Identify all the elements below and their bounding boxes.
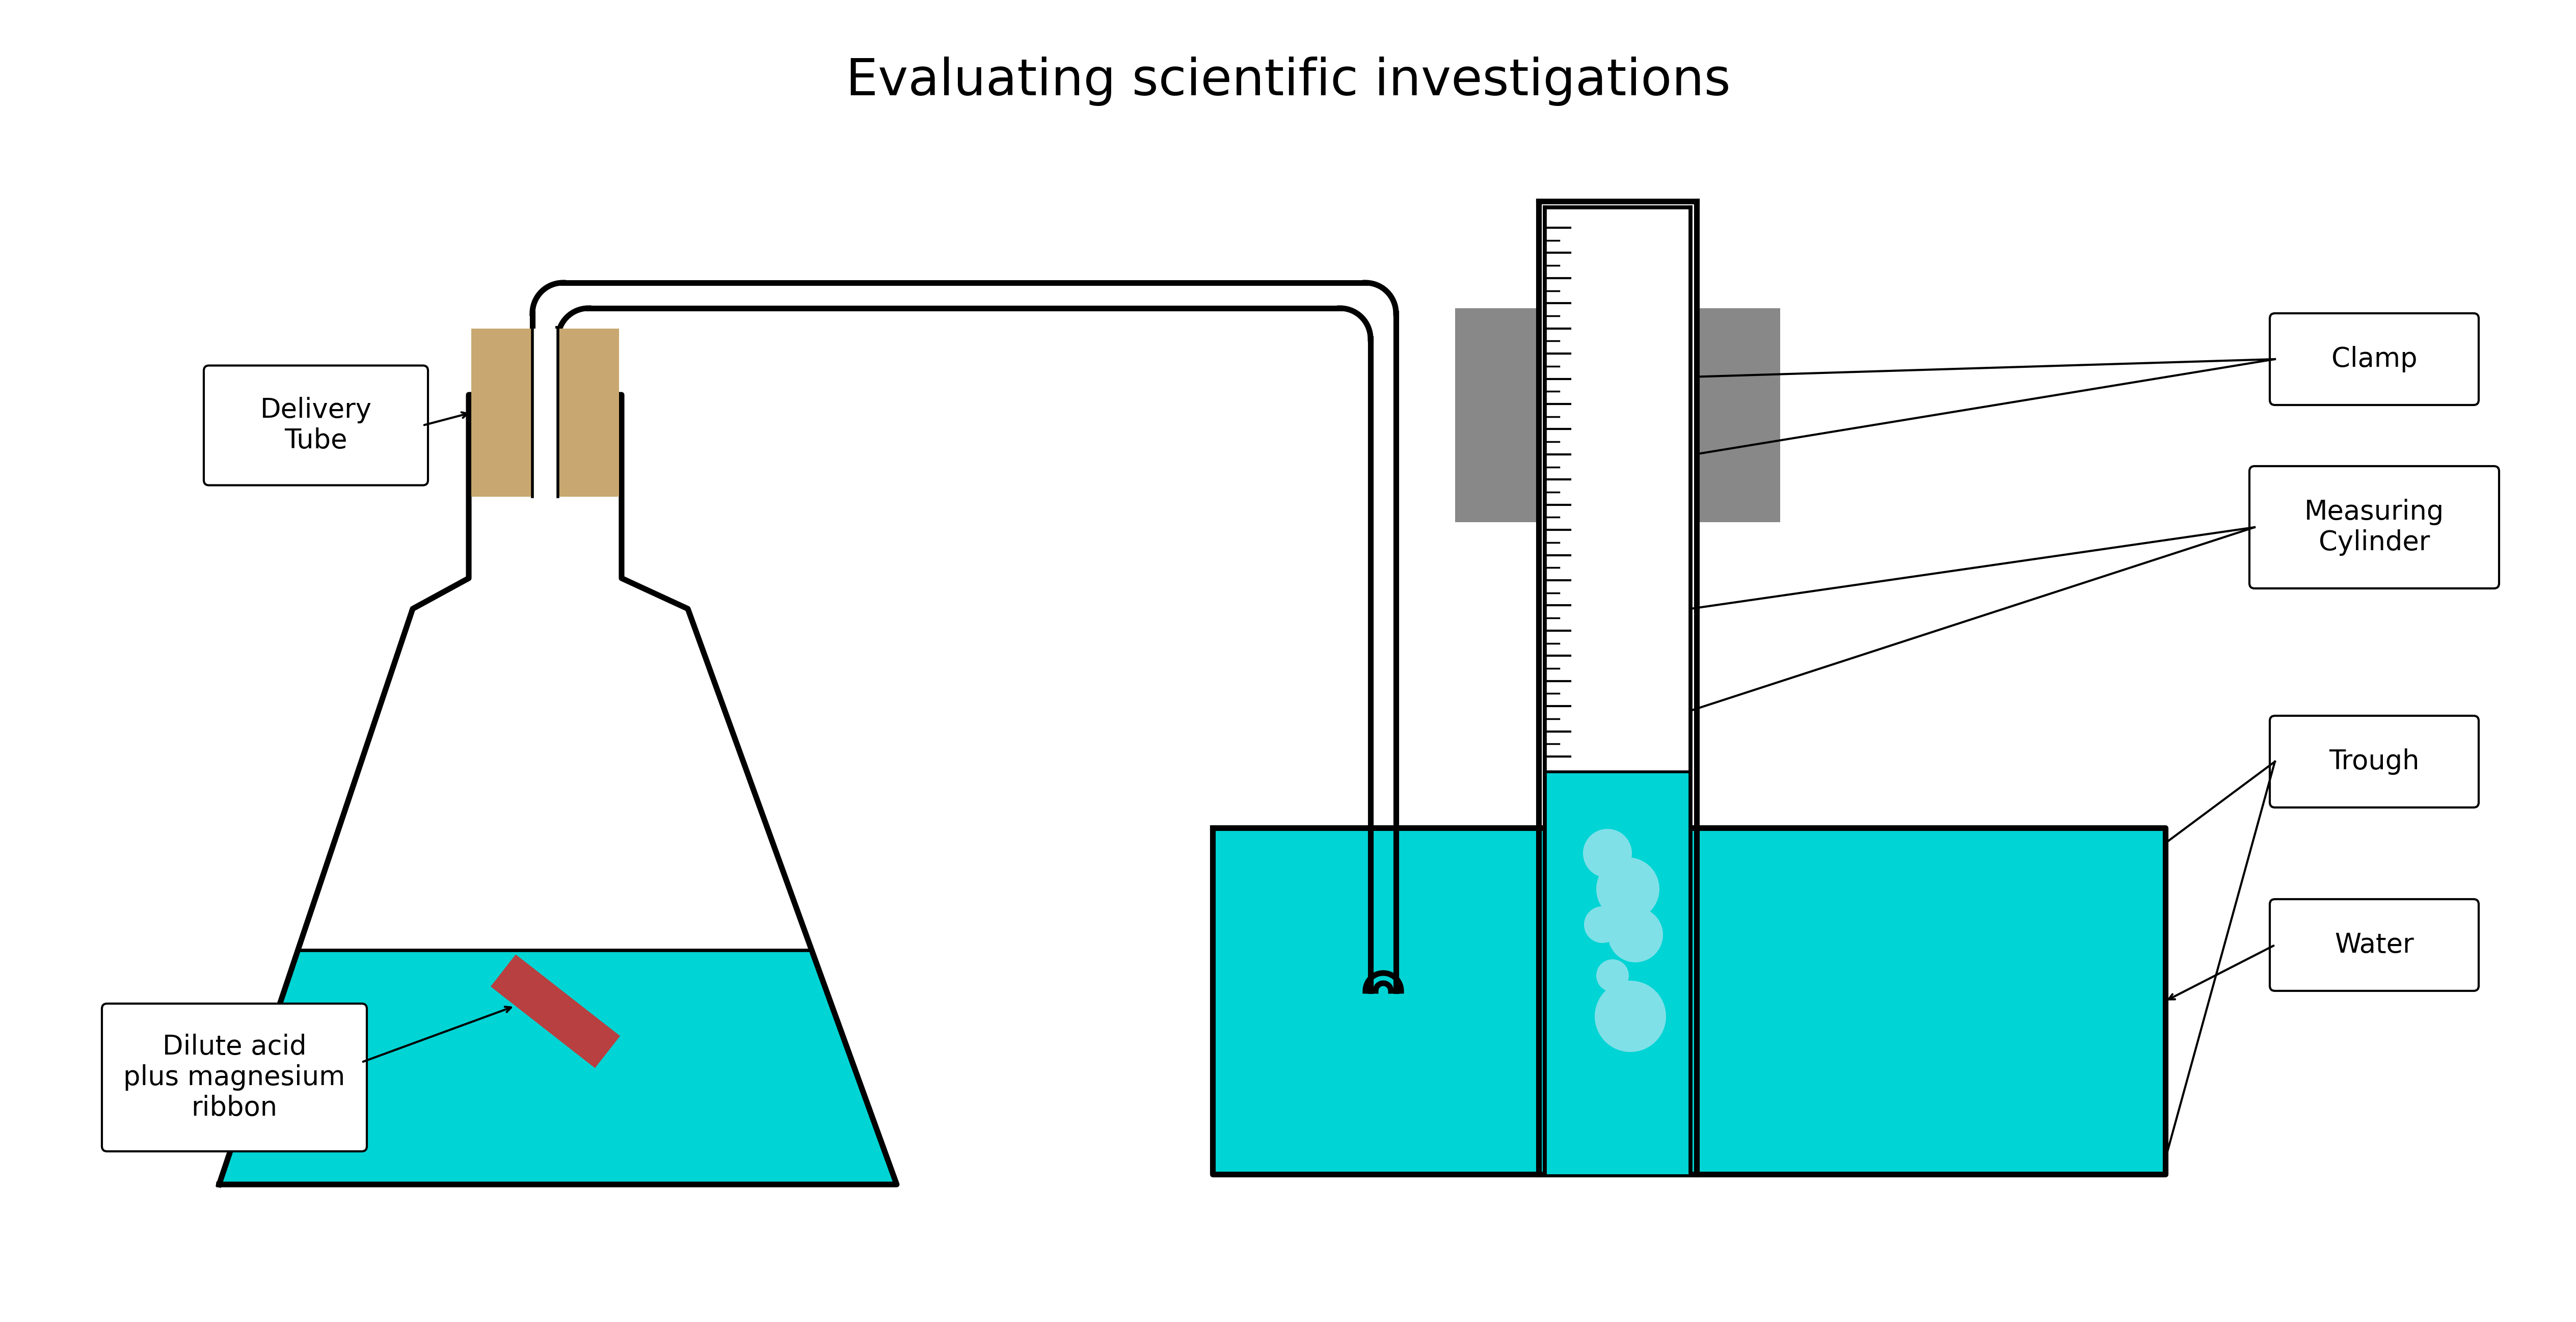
FancyBboxPatch shape [204,365,428,485]
Text: Trough: Trough [2329,748,2419,775]
FancyBboxPatch shape [2269,313,2478,405]
Polygon shape [219,951,896,1185]
Bar [489,954,621,1068]
Circle shape [1584,829,1633,878]
Circle shape [1597,858,1659,920]
Bar [1546,772,1690,1174]
FancyBboxPatch shape [103,1003,366,1151]
Circle shape [1584,907,1620,943]
Text: Water: Water [2334,932,2414,958]
FancyBboxPatch shape [2269,899,2478,992]
Text: Dilute acid
plus magnesium
ribbon: Dilute acid plus magnesium ribbon [124,1034,345,1121]
FancyBboxPatch shape [2249,467,2499,588]
Circle shape [1607,907,1664,962]
Text: Clamp: Clamp [2331,346,2416,373]
Bar [533,329,559,497]
Bar [471,329,618,497]
Text: Measuring
Cylinder: Measuring Cylinder [2306,498,2445,555]
Bar [1455,308,1538,522]
Bar [1698,308,1780,522]
Text: Evaluating scientific investigations: Evaluating scientific investigations [845,57,1731,106]
Bar [1546,208,1690,772]
Circle shape [1595,981,1667,1052]
Bar [1213,828,2166,1174]
Circle shape [1597,960,1628,992]
FancyBboxPatch shape [2269,715,2478,808]
Text: Delivery
Tube: Delivery Tube [260,397,371,453]
